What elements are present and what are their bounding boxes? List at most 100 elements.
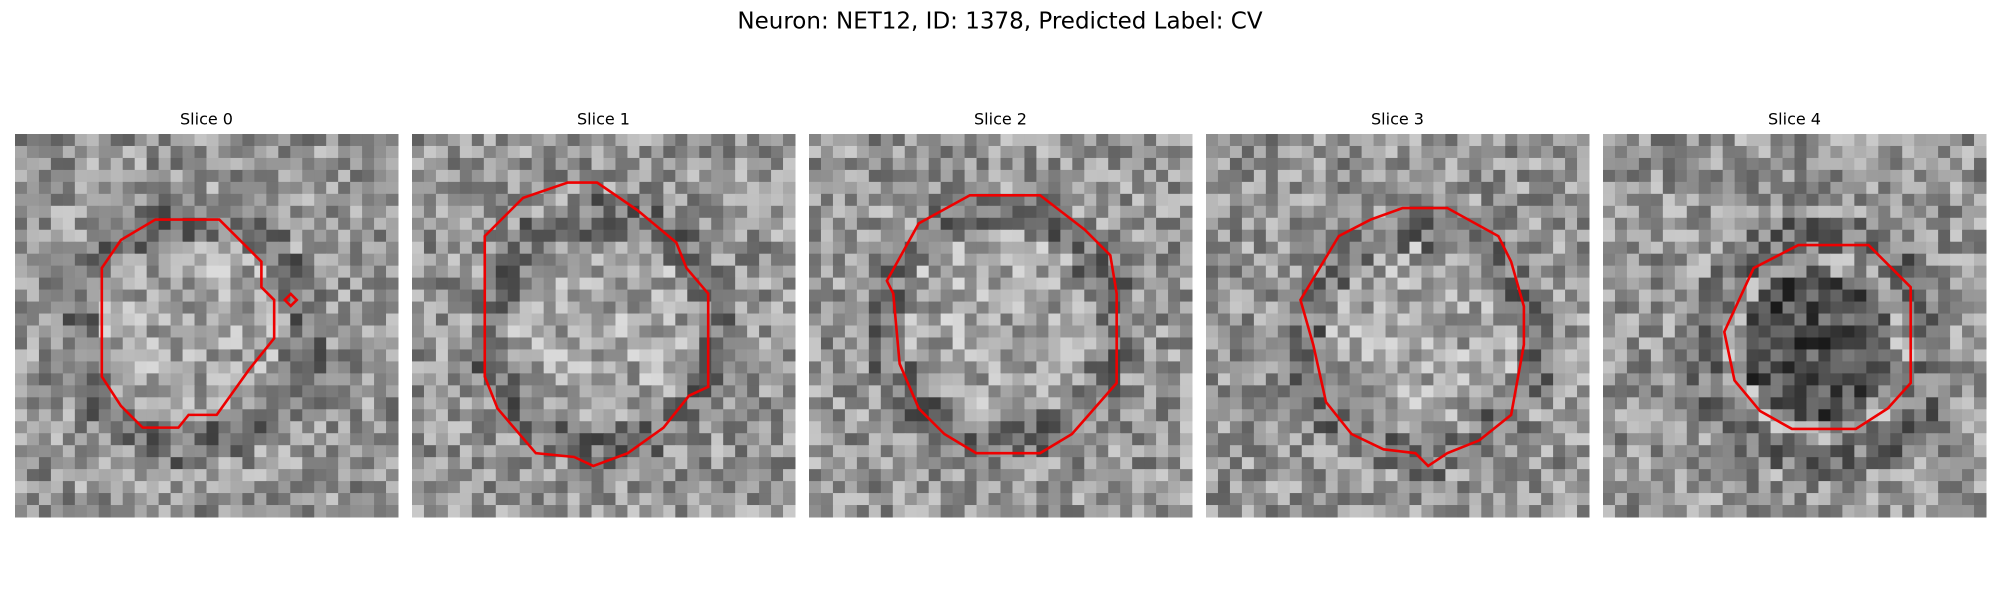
pixel [868,229,882,243]
pixel [1938,241,1951,255]
pixel [302,229,315,243]
pixel [940,397,954,410]
pixel [447,265,461,279]
pixel [1734,169,1748,183]
pixel [1024,193,1037,207]
pixel [447,385,461,398]
pixel [374,445,387,458]
pixel [976,493,990,506]
pixel [904,349,918,362]
pixel [98,433,112,446]
pixel [1481,445,1494,458]
pixel [1614,265,1628,279]
pixel [1866,277,1879,291]
pixel [1529,433,1542,446]
pixel [1349,134,1363,147]
pixel [1156,385,1169,398]
pixel [122,289,136,303]
pixel [26,289,40,303]
pixel [1168,277,1181,291]
pixel [1206,145,1219,159]
pixel [1746,145,1760,159]
pixel [242,277,255,291]
pixel [447,349,461,362]
pixel [651,277,664,291]
pixel [868,277,882,291]
pixel [447,145,461,159]
pixel [988,205,1001,219]
pixel [1361,325,1375,338]
pixel [904,205,918,219]
pixel [218,505,231,518]
pixel [1878,277,1891,291]
pixel [1277,289,1291,303]
pixel [832,505,846,518]
pixel [110,181,124,195]
pixel [952,445,966,458]
pixel [74,229,88,243]
pixel [1890,361,1903,374]
pixel [699,325,712,338]
pixel [507,361,521,374]
pixel [1734,349,1748,362]
pixel [374,217,387,231]
pixel [880,253,894,267]
pixel [1289,265,1303,279]
pixel [1505,134,1518,147]
pixel [1553,421,1566,434]
pixel [386,421,399,434]
pixel [1349,457,1363,470]
pixel [1012,145,1025,159]
pixel [266,325,279,338]
pixel [86,433,100,446]
pixel [1638,325,1652,338]
pixel [543,433,557,446]
pixel [110,277,124,291]
pixel [386,217,399,231]
pixel [98,217,112,231]
pixel [1890,205,1903,219]
pixel [759,301,772,315]
pixel [1229,493,1243,506]
pixel [1962,157,1975,171]
pixel [495,337,509,350]
pixel [1217,313,1231,326]
pixel [543,277,557,291]
pixel [916,289,930,303]
pixel [687,313,700,326]
pixel [1553,385,1566,398]
pixel [1000,325,1013,338]
pixel [615,349,628,362]
pixel [483,313,497,326]
pixel [1409,253,1422,267]
roi-contour [885,193,1118,455]
pixel [350,481,363,494]
pixel [1206,134,1219,147]
pixel [1650,433,1664,446]
pixel [543,493,557,506]
pixel [1914,253,1927,267]
pixel [1072,193,1085,207]
pixel [158,217,172,231]
pixel [1974,385,1987,398]
pixel [1674,157,1688,171]
pixel [988,229,1001,243]
pixel [1289,169,1303,183]
pixel [507,385,521,398]
pixel [1734,134,1748,147]
pixel [687,373,700,386]
pixel [1662,373,1676,386]
pixel [362,505,375,518]
pixel [940,373,954,386]
pixel [735,373,748,386]
pixel [759,361,772,374]
pixel [820,493,834,506]
pixel [447,277,461,291]
pixel [122,205,136,219]
pixel [1758,217,1772,231]
pixel [1108,397,1121,410]
pixel [639,301,652,315]
pixel [711,457,724,470]
pixel [1890,157,1903,171]
pixel [1626,361,1640,374]
